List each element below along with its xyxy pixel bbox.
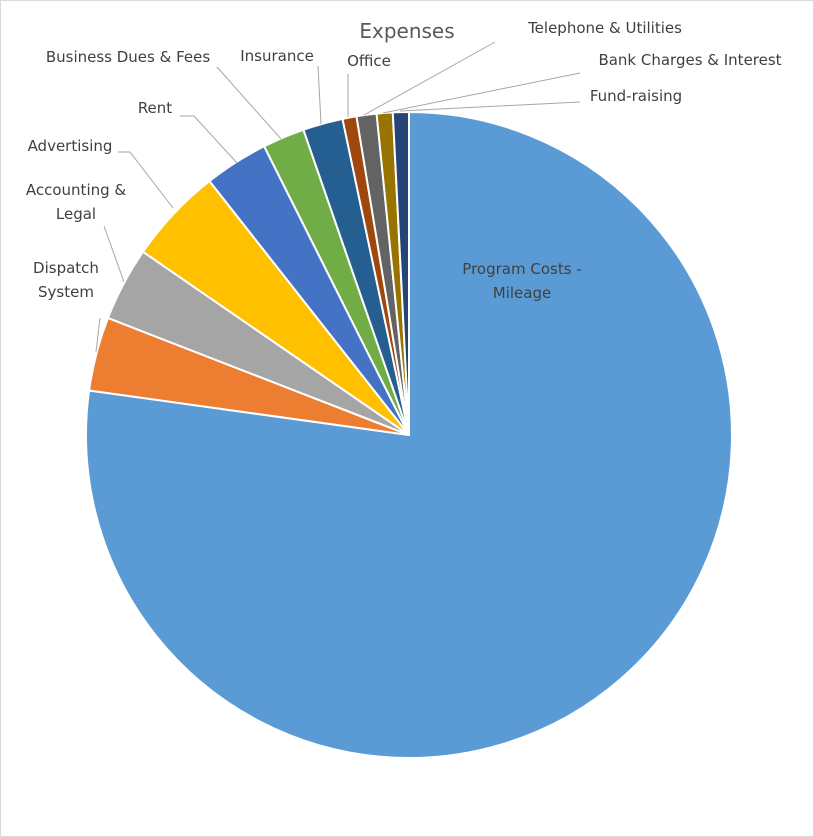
slice-label: Insurance [240,47,314,65]
slice-label: Telephone & Utilities [528,19,682,37]
slice-label: Accounting & Legal [25,181,127,223]
leader-line [95,317,101,353]
slice-label: Fund-raising [589,87,683,105]
slice-label: Office [347,52,391,70]
leader-line [180,115,238,164]
leader-line [118,151,174,209]
leader-line [363,41,496,116]
leader-line [103,225,125,283]
slice-label: Advertising [27,137,113,155]
pie-slice [391,110,410,436]
slice-label: Bank Charges & Interest [598,51,782,69]
leader-line [382,72,581,114]
leader-line [216,66,282,140]
slice-label: Program Costs - Mileage [462,260,582,302]
leader-line [317,65,322,125]
slice-label: Rent [137,99,173,117]
chart-title: Expenses [359,19,455,43]
slice-label: Business Dues & Fees [45,48,211,66]
leader-line [399,101,581,112]
slice-label: Dispatch System [33,259,99,301]
